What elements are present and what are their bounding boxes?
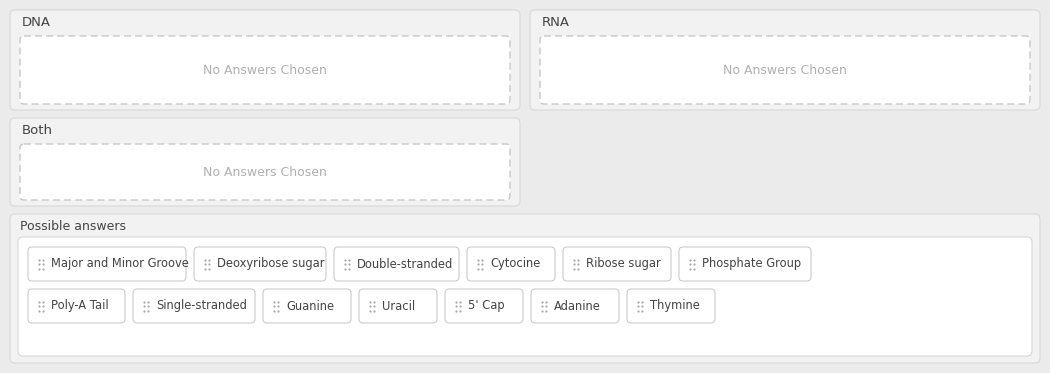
Text: Major and Minor Groove: Major and Minor Groove [51, 257, 189, 270]
Text: Phosphate Group: Phosphate Group [702, 257, 801, 270]
FancyBboxPatch shape [194, 247, 326, 281]
FancyBboxPatch shape [10, 214, 1040, 363]
Text: Poly-A Tail: Poly-A Tail [51, 300, 108, 313]
Text: Deoxyribose sugar: Deoxyribose sugar [217, 257, 324, 270]
FancyBboxPatch shape [133, 289, 255, 323]
Text: DNA: DNA [22, 16, 51, 29]
FancyBboxPatch shape [540, 36, 1030, 104]
FancyBboxPatch shape [679, 247, 811, 281]
FancyBboxPatch shape [262, 289, 351, 323]
Text: Double-stranded: Double-stranded [357, 257, 454, 270]
Text: Cytocine: Cytocine [490, 257, 541, 270]
FancyBboxPatch shape [18, 237, 1032, 356]
Text: Adanine: Adanine [554, 300, 601, 313]
FancyBboxPatch shape [334, 247, 459, 281]
FancyBboxPatch shape [10, 118, 520, 206]
Text: Possible answers: Possible answers [20, 220, 126, 233]
FancyBboxPatch shape [359, 289, 437, 323]
Text: 5' Cap: 5' Cap [468, 300, 505, 313]
Text: Single-stranded: Single-stranded [156, 300, 247, 313]
FancyBboxPatch shape [531, 289, 619, 323]
FancyBboxPatch shape [20, 144, 510, 200]
FancyBboxPatch shape [10, 10, 520, 110]
FancyBboxPatch shape [28, 247, 186, 281]
FancyBboxPatch shape [530, 10, 1040, 110]
FancyBboxPatch shape [445, 289, 523, 323]
FancyBboxPatch shape [467, 247, 555, 281]
Text: Ribose sugar: Ribose sugar [586, 257, 660, 270]
Text: Guanine: Guanine [286, 300, 334, 313]
Text: Uracil: Uracil [382, 300, 415, 313]
Text: Both: Both [22, 125, 52, 138]
Text: No Answers Chosen: No Answers Chosen [203, 63, 327, 76]
FancyBboxPatch shape [563, 247, 671, 281]
Text: RNA: RNA [542, 16, 570, 29]
FancyBboxPatch shape [28, 289, 125, 323]
Text: Thymine: Thymine [650, 300, 700, 313]
FancyBboxPatch shape [20, 36, 510, 104]
Text: No Answers Chosen: No Answers Chosen [723, 63, 847, 76]
Text: No Answers Chosen: No Answers Chosen [203, 166, 327, 179]
FancyBboxPatch shape [627, 289, 715, 323]
